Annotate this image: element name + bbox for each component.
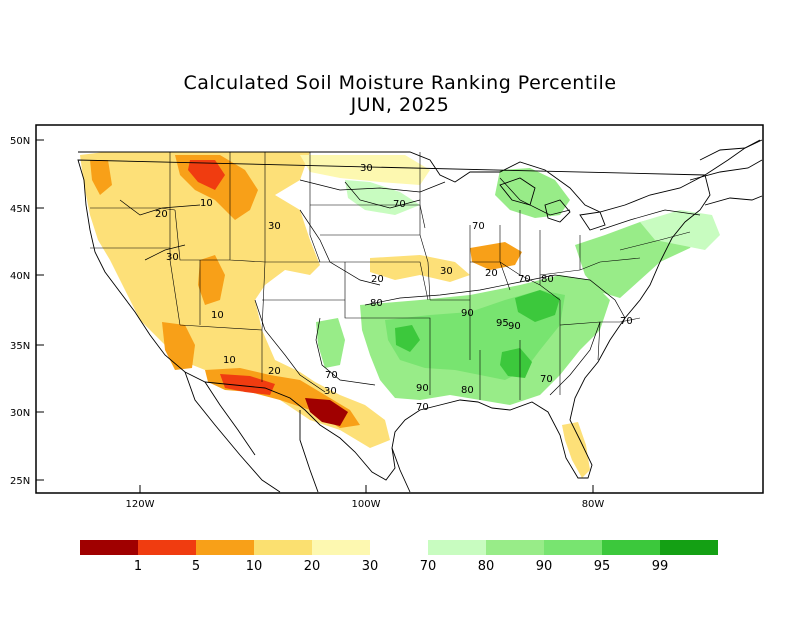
state-borders-west bbox=[90, 152, 471, 395]
contour-label: 90 bbox=[508, 321, 521, 332]
contour-label: 30 bbox=[360, 163, 373, 174]
lat-label-40n: 40N bbox=[10, 271, 30, 282]
contour-label: 30 bbox=[440, 266, 453, 277]
very-wet-area-mississippi bbox=[500, 348, 532, 378]
color-legend: 1 5 10 20 30 70 80 90 95 99 bbox=[80, 540, 740, 580]
legend-swatch bbox=[544, 540, 602, 555]
lon-label-120w: 120W bbox=[126, 499, 155, 510]
contour-label: 70 bbox=[518, 274, 531, 285]
wet-area-upper-midwest bbox=[345, 180, 420, 215]
contour-label: 70 bbox=[540, 374, 553, 385]
great-lakes-outline bbox=[499, 177, 606, 231]
contour-label: 80 bbox=[461, 385, 474, 396]
contour-label: 20 bbox=[371, 274, 384, 285]
contour-label: 80 bbox=[370, 298, 383, 309]
contour-label: 70 bbox=[472, 221, 485, 232]
very-wet-area-ozarks bbox=[515, 290, 560, 322]
dry-area-west bbox=[80, 152, 390, 448]
contour-label: 10 bbox=[211, 310, 224, 321]
lat-label-35n: 35N bbox=[10, 341, 30, 352]
contour-label: 20 bbox=[485, 268, 498, 279]
legend-swatch bbox=[602, 540, 660, 555]
contour-label: 80 bbox=[541, 274, 554, 285]
legend-swatch bbox=[80, 540, 138, 555]
extreme-dry-area-north bbox=[188, 160, 225, 190]
legend-tick-70: 70 bbox=[419, 559, 437, 574]
contour-70-central bbox=[315, 274, 626, 396]
state-borders bbox=[90, 152, 691, 400]
dry-area-arizona bbox=[162, 322, 195, 370]
contour-label: 30 bbox=[324, 386, 337, 397]
map-frame bbox=[35, 124, 764, 494]
legend-swatch bbox=[138, 540, 196, 555]
legend-tick-95: 95 bbox=[593, 559, 611, 574]
very-wet-area-oklahoma bbox=[395, 325, 420, 352]
legend-tick-30: 30 bbox=[361, 559, 379, 574]
legend-swatch bbox=[254, 540, 312, 555]
map-title: Calculated Soil Moisture Ranking Percent… bbox=[183, 72, 617, 94]
contour-label: 10 bbox=[200, 198, 213, 209]
legend-tick-20: 20 bbox=[303, 559, 321, 574]
legend-tick-99: 99 bbox=[651, 559, 669, 574]
contour-label: 70 bbox=[393, 199, 406, 210]
map-subtitle-date: JUN, 2025 bbox=[350, 94, 450, 116]
lat-ticks bbox=[36, 139, 594, 493]
state-borders-east bbox=[419, 152, 691, 400]
contour-label: 30 bbox=[268, 221, 281, 232]
legend-swatch bbox=[196, 540, 254, 555]
legend-tick-90: 90 bbox=[535, 559, 553, 574]
contour-label: 10 bbox=[223, 355, 236, 366]
map-content bbox=[80, 152, 720, 478]
contour-label: 90 bbox=[416, 383, 429, 394]
contour-label: 20 bbox=[268, 366, 281, 377]
legend-swatch bbox=[428, 540, 486, 555]
dry-area-northern-plains bbox=[300, 155, 430, 185]
very-dry-area-northwest bbox=[90, 160, 112, 195]
contour-label: 90 bbox=[461, 308, 474, 319]
extreme-dry-area-southwest bbox=[220, 374, 275, 395]
legend-tick-10: 10 bbox=[245, 559, 263, 574]
legend-tick-5: 5 bbox=[191, 559, 201, 574]
wet-area-new-mexico bbox=[316, 318, 345, 368]
mexico-coast bbox=[184, 371, 411, 493]
legend-tick-1: 1 bbox=[133, 559, 143, 574]
canada-coast-east bbox=[689, 139, 763, 206]
contour-30-west bbox=[119, 179, 446, 393]
contour-label: 70 bbox=[416, 402, 429, 413]
contour-label: 20 bbox=[155, 209, 168, 220]
dry-area-florida bbox=[562, 422, 590, 478]
contour-label: 70 bbox=[620, 316, 633, 327]
lat-label-45n: 45N bbox=[10, 204, 30, 215]
lon-label-100w: 100W bbox=[352, 499, 381, 510]
legend-swatch bbox=[370, 540, 428, 555]
boundaries bbox=[77, 139, 763, 493]
dry-area-plains bbox=[370, 255, 470, 282]
contour-label: 70 bbox=[325, 370, 338, 381]
legend-tick-80: 80 bbox=[477, 559, 495, 574]
dry-area-midwest bbox=[470, 242, 522, 270]
contour-labels: 20 10 30 30 70 70 30 20 30 20 70 80 80 1… bbox=[155, 163, 633, 413]
legend-swatch bbox=[660, 540, 718, 555]
contour-label: 95 bbox=[496, 318, 509, 329]
dry-area-great-basin bbox=[198, 255, 225, 305]
lat-label-50n: 50N bbox=[10, 136, 30, 147]
lon-label-80w: 80W bbox=[582, 499, 605, 510]
extreme-dry-area-texas bbox=[305, 398, 348, 426]
legend-swatch bbox=[486, 540, 544, 555]
contour-lines bbox=[119, 177, 701, 396]
lat-label-30n: 30N bbox=[10, 408, 30, 419]
us-outline bbox=[77, 139, 761, 481]
lat-label-25n: 25N bbox=[10, 476, 30, 487]
contour-70-north bbox=[344, 177, 701, 231]
contour-label: 30 bbox=[166, 252, 179, 263]
legend-swatch bbox=[312, 540, 370, 555]
